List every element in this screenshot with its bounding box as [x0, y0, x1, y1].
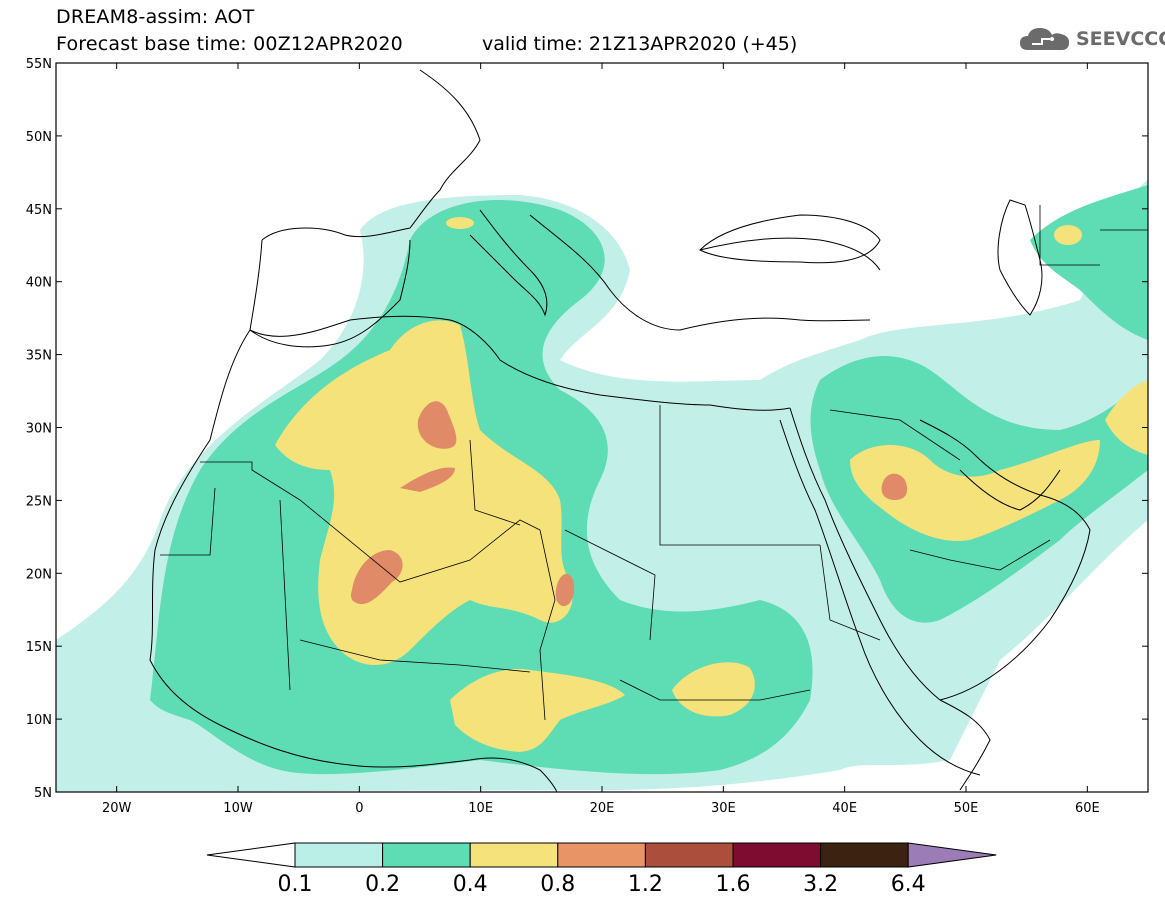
lat-label: 45N [26, 203, 52, 218]
lon-label: 10W [223, 801, 253, 816]
lon-label: 20E [590, 801, 615, 816]
aot-contour-02-caspian [1030, 185, 1148, 340]
aot-field [56, 180, 1148, 792]
lat-label: 30N [26, 422, 52, 437]
colorbar-segment [294, 842, 384, 868]
lat-label: 50N [26, 130, 52, 145]
colorbar-label: 0.4 [453, 872, 488, 897]
colorbar-label: 3.2 [803, 872, 838, 897]
aot-contour-08-arabia [881, 473, 908, 500]
colorbar-label: 6.4 [891, 872, 926, 897]
lat-label: 10N [26, 713, 52, 728]
colorbar-segment [820, 842, 909, 868]
colorbar-segment [557, 842, 646, 868]
colorbar-segment [644, 842, 734, 868]
aot-contour-04-nigeria [450, 669, 625, 752]
lat-label: 15N [26, 640, 52, 655]
colorbar-low-arrow [206, 842, 296, 868]
coastlines [149, 69, 1091, 792]
colorbar-label: 0.2 [365, 872, 400, 897]
lon-label: 30E [711, 801, 736, 816]
aot-contour-08-chad [555, 573, 575, 607]
lat-label: 35N [26, 349, 52, 364]
lon-label: 50E [954, 801, 979, 816]
aot-contour-08-niger [350, 550, 403, 605]
valid-time: valid time: 21Z13APR2020 (+45) [482, 33, 798, 55]
aot-contour-04-sahara [275, 320, 573, 665]
lat-label: 40N [26, 276, 52, 291]
aot-contour-04-east [1105, 380, 1148, 455]
aot-contour-04-caspian [1054, 225, 1082, 245]
lat-label: 55N [26, 57, 52, 72]
country-borders [160, 205, 1148, 721]
lon-label: 60E [1075, 801, 1100, 816]
aot-contour-08-algeria [417, 401, 457, 449]
lon-label: 20W [102, 801, 132, 816]
lon-label: 40E [832, 801, 857, 816]
lat-label: 25N [26, 494, 52, 509]
map-title: DREAM8-assim: AOT [56, 6, 255, 28]
colorbar-segment [382, 842, 471, 868]
cloud-icon [1020, 28, 1070, 50]
colorbar-label: 0.1 [278, 872, 313, 897]
colorbar: 0.1 0.2 0.4 0.8 1.2 1.6 3.2 6.4 [206, 842, 997, 897]
colorbar-label: 0.8 [540, 872, 575, 897]
lon-axis: 20W 10W 0 10E 20E 30E 40E 50E 60E [102, 63, 1100, 816]
colorbar-segment [469, 842, 559, 868]
colorbar-label: 1.2 [628, 872, 663, 897]
aot-contour-04-arabia [850, 440, 1100, 541]
colorbar-high-arrow [907, 842, 997, 868]
colorbar-segment [732, 842, 822, 868]
forecast-base-time: Forecast base time: 00Z12APR2020 [56, 33, 403, 55]
lat-label: 20N [26, 567, 52, 582]
aot-contour-08-band [400, 467, 455, 492]
lat-label: 5N [34, 786, 52, 801]
aot-contour-04-italy [446, 217, 474, 229]
seevccc-logo: SEEVCCC [1018, 24, 1165, 54]
lon-label: 0 [355, 801, 363, 816]
lat-axis: 55N 50N 45N 40N 35N 30N 25N 20N 15N 10N 5N [26, 57, 1148, 801]
colorbar-label: 1.6 [716, 872, 751, 897]
logo-text: SEEVCCC [1076, 28, 1165, 50]
aot-contour-04-sudan [672, 662, 755, 717]
lon-label: 10E [468, 801, 493, 816]
